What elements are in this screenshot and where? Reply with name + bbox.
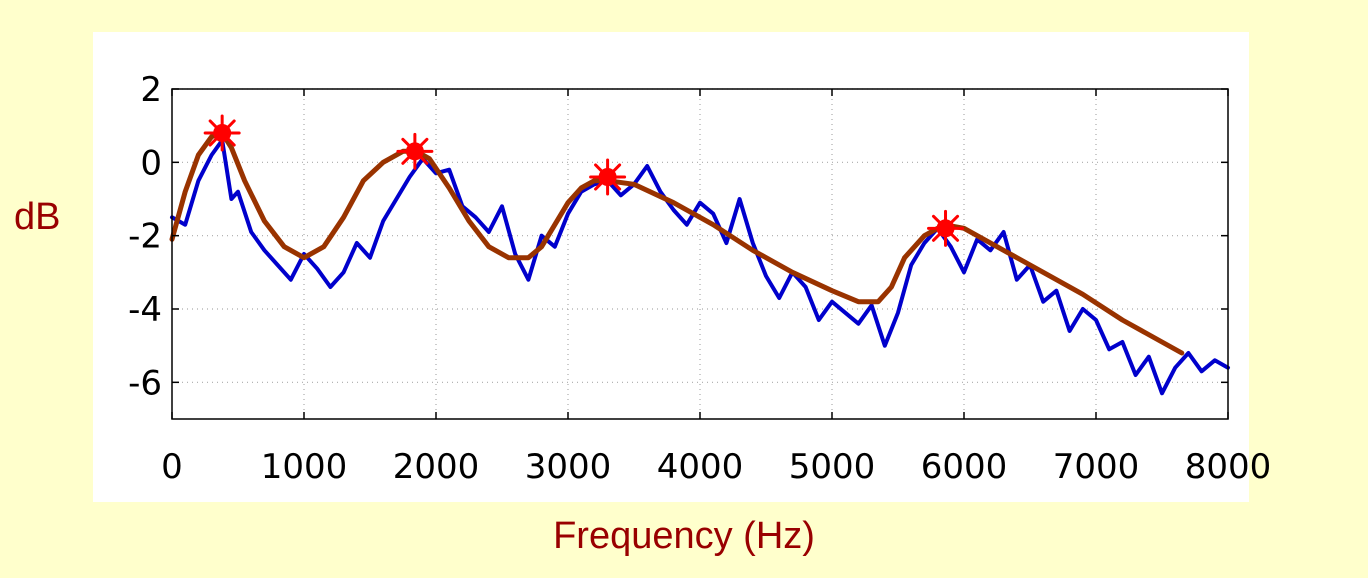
- peak-ray: [401, 156, 411, 165]
- x-tick-label: 5000: [789, 447, 876, 487]
- x-tick-label: 4000: [657, 447, 744, 487]
- x-tick-label: 8000: [1185, 447, 1272, 487]
- peak-ray: [208, 119, 218, 129]
- peak-marker: [589, 158, 627, 196]
- y-tick-label: 0: [140, 143, 162, 183]
- peak-layer: [203, 114, 965, 247]
- y-tick-label: -6: [128, 363, 162, 403]
- y-tick-label: -2: [128, 217, 162, 257]
- peak-ray: [950, 214, 960, 224]
- peak-dot: [598, 168, 617, 186]
- peak-dot: [936, 219, 955, 238]
- peak-ray: [950, 233, 960, 242]
- peak-marker: [927, 209, 965, 247]
- peak-ray: [227, 119, 236, 129]
- peak-dot: [405, 142, 424, 161]
- peak-ray: [612, 163, 622, 173]
- peak-dot: [213, 124, 232, 142]
- x-tick-label: 0: [161, 447, 183, 487]
- peak-ray: [594, 181, 603, 191]
- peak-ray: [419, 156, 429, 165]
- peak-ray: [227, 137, 236, 147]
- y-tick-label: 2: [140, 70, 162, 110]
- peak-ray: [931, 214, 941, 224]
- x-tick-label: 7000: [1053, 447, 1140, 487]
- x-tick-label: 3000: [525, 447, 612, 487]
- peak-ray: [401, 137, 411, 147]
- grid-layer: [172, 88, 1228, 419]
- x-axis-label: Frequency (Hz): [553, 515, 815, 557]
- y-tick-label: -4: [128, 290, 162, 330]
- peak-ray: [419, 137, 429, 147]
- envelope-line: [169, 130, 1185, 356]
- peak-ray: [612, 181, 622, 191]
- peak-marker: [203, 114, 241, 152]
- tick-layer: 0 1000 2000 3000 4000 5000 6000 7000 8000 2 0 -2 -4 -…: [128, 70, 1271, 487]
- x-tick-label: 6000: [921, 447, 1008, 487]
- series-layer: [169, 130, 1230, 396]
- peak-marker: [396, 132, 434, 170]
- spectrum-line: [170, 138, 1230, 396]
- peak-ray: [208, 137, 218, 147]
- x-tick-label: 1000: [261, 447, 348, 487]
- peak-ray: [594, 163, 603, 173]
- figure-panel: [93, 32, 1249, 502]
- peak-ray: [931, 233, 941, 242]
- y-axis-label: dB: [14, 196, 61, 238]
- x-tick-label: 2000: [393, 447, 480, 487]
